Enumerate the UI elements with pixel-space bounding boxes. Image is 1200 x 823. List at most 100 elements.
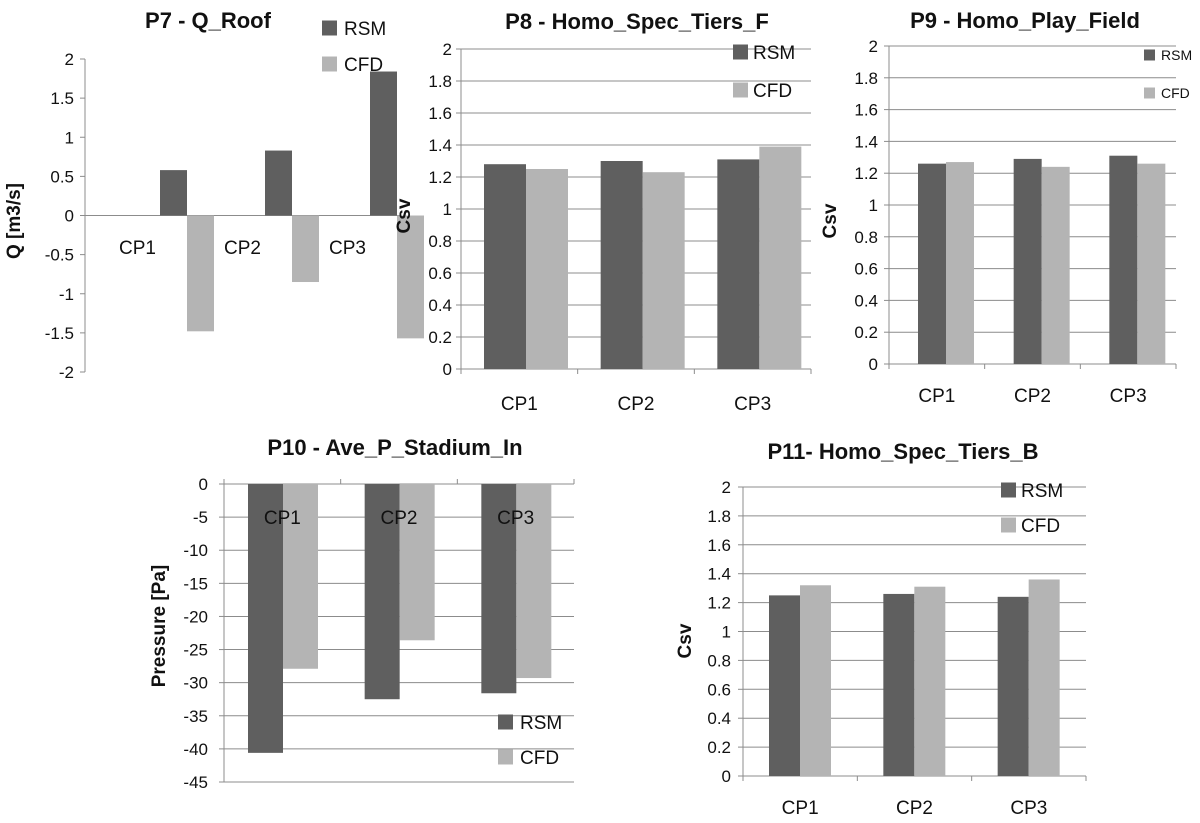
legend-swatch-cfd bbox=[1144, 87, 1155, 99]
bar-cfd-cp3 bbox=[1028, 579, 1060, 776]
bar-rsm-cp1 bbox=[248, 484, 283, 753]
x-tick-label: CP3 bbox=[497, 508, 534, 529]
y-tick-label: 0 bbox=[722, 767, 731, 786]
bar-rsm-cp1 bbox=[918, 163, 946, 364]
y-tick-label: 1 bbox=[722, 623, 731, 642]
y-tick-label: 0.8 bbox=[428, 232, 452, 251]
y-tick-label: -45 bbox=[183, 773, 208, 792]
bar-rsm-cp3 bbox=[481, 484, 517, 694]
bar-rsm-cp2 bbox=[883, 593, 915, 776]
y-tick-label: 0.4 bbox=[707, 709, 731, 728]
bar-rsm-cp1 bbox=[160, 170, 187, 216]
y-axis-label: Csv bbox=[820, 203, 841, 238]
y-tick-label: 0.6 bbox=[428, 264, 452, 283]
legend-label-cfd: CFD bbox=[344, 55, 383, 76]
x-tick-label: CP2 bbox=[896, 798, 933, 818]
bar-rsm-cp2 bbox=[265, 150, 292, 216]
y-tick-label: 2 bbox=[869, 37, 878, 56]
legend-swatch-rsm bbox=[1001, 482, 1016, 498]
y-tick-label: 0.2 bbox=[707, 738, 731, 757]
y-tick-label: 0.4 bbox=[854, 291, 878, 310]
chart-title: P11- Homo_Spec_Tiers_B bbox=[767, 439, 1038, 464]
y-tick-label: 0 bbox=[199, 475, 208, 494]
x-tick-label: CP2 bbox=[224, 238, 261, 259]
chart-panel-1: 2 1.5 1 0.5 0 -0.5 -1 -1.5 -2 CP1 CP2 CP3 P7 - Q_Roo… bbox=[4, 8, 424, 382]
y-tick-label: -35 bbox=[183, 707, 208, 726]
legend-label-cfd: CFD bbox=[1161, 85, 1190, 101]
y-tick-label: 0.8 bbox=[707, 651, 731, 670]
bar-cfd-cp2 bbox=[292, 215, 319, 283]
x-tick-label: CP3 bbox=[1110, 386, 1147, 407]
legend-swatch-cfd bbox=[733, 82, 748, 98]
y-tick-label: 1.6 bbox=[854, 101, 878, 120]
legend-label-cfd: CFD bbox=[753, 81, 792, 102]
y-tick-label: 1.2 bbox=[428, 168, 452, 187]
bar-cfd-cp3 bbox=[1137, 163, 1166, 364]
bar-cfd-cp3 bbox=[759, 146, 802, 369]
chart-legend: RSM CFD bbox=[733, 43, 795, 102]
bar-cfd-cp1 bbox=[283, 484, 318, 669]
y-tick-label: 2 bbox=[65, 50, 74, 69]
y-tick-label: -0.5 bbox=[45, 246, 74, 265]
y-axis-label: Q [m3/s] bbox=[4, 183, 25, 259]
bar-cfd-cp1 bbox=[800, 585, 831, 776]
y-tick-label: 1.8 bbox=[428, 72, 452, 91]
y-tick-label: 2 bbox=[443, 40, 452, 59]
x-tick-label: CP1 bbox=[119, 238, 156, 259]
bar-rsm-cp3 bbox=[370, 71, 397, 216]
bar-rsm-cp2 bbox=[600, 161, 643, 369]
bar-cfd-cp1 bbox=[187, 215, 214, 332]
y-tick-label: 1.8 bbox=[854, 69, 878, 88]
x-tick-label: CP1 bbox=[501, 394, 538, 415]
legend-swatch-cfd bbox=[1001, 517, 1016, 533]
y-tick-label: 1.8 bbox=[707, 507, 731, 526]
y-tick-label: 0.8 bbox=[854, 228, 878, 247]
legend-swatch-rsm bbox=[498, 714, 513, 730]
x-tick-label: CP3 bbox=[734, 394, 771, 415]
chart-panel-2: 2 1.8 1.6 1.4 1.2 1 0.8 0.6 0.4 0.2 0 CP1 CP2 CP3 P8 -… bbox=[394, 9, 812, 415]
y-tick-label: 0 bbox=[443, 360, 452, 379]
y-tick-label: -25 bbox=[183, 641, 208, 660]
legend-label-cfd: CFD bbox=[1021, 516, 1060, 537]
bar-cfd-cp3 bbox=[397, 215, 424, 339]
x-tick-label: CP1 bbox=[918, 386, 955, 407]
x-tick-label: CP3 bbox=[1010, 798, 1047, 818]
chart-panel-3: 2 1.8 1.6 1.4 1.2 1 0.8 0.6 0.4 0.2 0 CP1 CP2 CP3 P9 -… bbox=[820, 8, 1192, 407]
y-tick-label: -1.5 bbox=[45, 324, 74, 343]
bar-rsm-cp2 bbox=[364, 484, 400, 700]
bar-cfd-cp2 bbox=[1041, 166, 1070, 364]
bar-rsm-cp1 bbox=[484, 164, 526, 369]
chart-title: P9 - Homo_Play_Field bbox=[910, 8, 1140, 33]
bar-cfd-cp1 bbox=[946, 162, 974, 364]
chart-legend: RSM CFD bbox=[322, 19, 386, 76]
y-tick-label: 0 bbox=[65, 207, 74, 226]
y-tick-label: -5 bbox=[193, 508, 208, 527]
chart-title: P8 - Homo_Spec_Tiers_F bbox=[505, 9, 769, 34]
y-tick-label: 0.6 bbox=[707, 680, 731, 699]
y-tick-label: 0.2 bbox=[428, 328, 452, 347]
x-tick-label: CP1 bbox=[264, 508, 301, 529]
legend-label-rsm: RSM bbox=[520, 713, 562, 734]
legend-swatch-cfd bbox=[322, 56, 337, 72]
chart-legend: RSM CFD bbox=[1144, 47, 1192, 101]
y-tick-label: -1 bbox=[59, 285, 74, 304]
legend-label-rsm: RSM bbox=[1161, 47, 1192, 63]
y-axis-label: Csv bbox=[675, 623, 696, 658]
chart-panel-5: 2 1.8 1.6 1.4 1.2 1 0.8 0.6 0.4 0.2 0 CP1 CP2 CP3 P11-… bbox=[675, 439, 1087, 819]
y-tick-label: -30 bbox=[183, 674, 208, 693]
y-tick-label: -40 bbox=[183, 740, 208, 759]
chart-legend: RSM CFD bbox=[498, 713, 562, 769]
y-tick-label: 1 bbox=[443, 200, 452, 219]
bar-rsm-cp3 bbox=[717, 159, 760, 369]
chart-title: P7 - Q_Roof bbox=[145, 8, 272, 33]
y-tick-label: 1 bbox=[869, 196, 878, 215]
y-axis-label: Csv bbox=[394, 198, 415, 233]
legend-label-rsm: RSM bbox=[753, 43, 795, 64]
y-tick-label: -15 bbox=[183, 574, 208, 593]
x-tick-label: CP3 bbox=[329, 238, 366, 259]
chart-legend: RSM CFD bbox=[1001, 481, 1063, 537]
x-tick-label: CP2 bbox=[381, 508, 418, 529]
y-tick-label: -20 bbox=[183, 607, 208, 626]
y-tick-label: 0.4 bbox=[428, 296, 452, 315]
